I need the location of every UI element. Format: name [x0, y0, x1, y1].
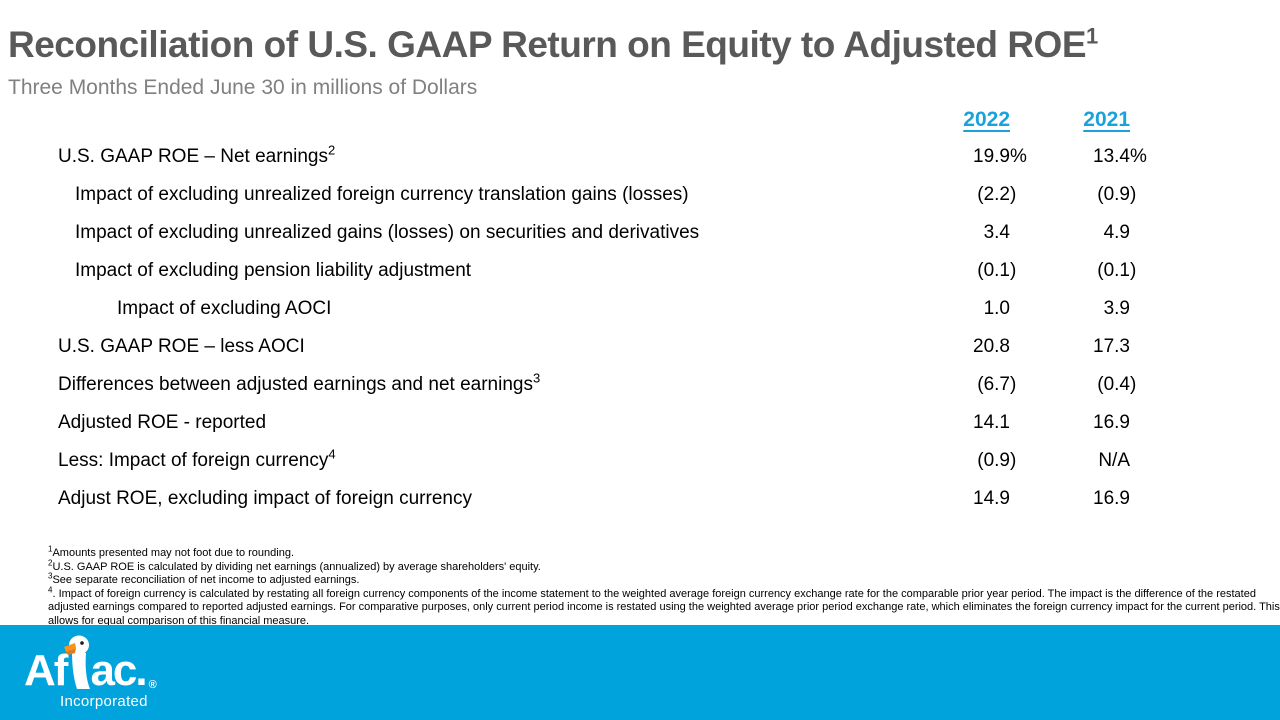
registered-mark: ® — [148, 678, 157, 691]
table-row: U.S. GAAP ROE – less AOCI 20.8 17.3 — [58, 328, 1143, 366]
table-header-row: 2022 2021 — [58, 104, 1143, 136]
column-header-2021: 2021 — [1083, 108, 1130, 131]
value-cell: (0.4) — [1097, 374, 1137, 395]
table-row: Impact of excluding unrealized gains (lo… — [58, 214, 1143, 252]
row-label: U.S. GAAP ROE – Net earnings2 — [58, 142, 336, 167]
row-label: Impact of excluding unrealized gains (lo… — [75, 222, 700, 243]
value-cell: 20.8 — [973, 336, 1010, 357]
footer-bar: Af ac. ® Incorporated — [0, 625, 1280, 720]
row-label: U.S. GAAP ROE – less AOCI — [58, 336, 305, 357]
brand-part2: ac. — [90, 645, 147, 695]
page-subtitle: Three Months Ended June 30 in millions o… — [8, 76, 478, 99]
incorporated-label: Incorporated — [60, 693, 148, 710]
value-cell: 16.9 — [1093, 488, 1130, 509]
table-row: Impact of excluding pension liability ad… — [58, 252, 1143, 290]
value-cell: 16.9 — [1093, 412, 1130, 433]
footnote: 2U.S. GAAP ROE is calculated by dividing… — [48, 557, 541, 573]
footnote: 1Amounts presented may not foot due to r… — [48, 544, 294, 559]
value-cell: (0.9) — [1097, 184, 1137, 205]
value-cell: (2.2) — [977, 184, 1017, 205]
title-footnote-ref: 1 — [1086, 23, 1098, 49]
table-row: Impact of excluding unrealized foreign c… — [58, 176, 1143, 214]
row-label: Adjusted ROE - reported — [58, 412, 267, 433]
row-label: Adjust ROE, excluding impact of foreign … — [58, 488, 472, 509]
table-row: Less: Impact of foreign currency4 (0.9) N/… — [58, 442, 1143, 480]
duck-icon — [64, 635, 91, 689]
value-cell: (0.9) — [977, 450, 1017, 471]
table-rows: U.S. GAAP ROE – Net earnings2 19.9% 13.4% I… — [58, 138, 1147, 518]
row-label: Differences between adjusted earnings an… — [58, 370, 541, 395]
value-cell: 14.9 — [973, 488, 1010, 509]
brand-part1: Af — [24, 645, 68, 695]
aflac-logo: Af ac. ® Incorporated — [24, 635, 157, 710]
value-cell: 1.0 — [983, 298, 1010, 319]
value-cell: 19.9% — [973, 146, 1027, 167]
footnotes: 1Amounts presented may not foot due to r… — [48, 544, 1280, 628]
row-label: Impact of excluding AOCI — [117, 298, 332, 319]
table-row: Adjust ROE, excluding impact of foreign … — [58, 480, 1143, 518]
column-header-2022: 2022 — [963, 108, 1010, 131]
value-cell: 14.1 — [973, 412, 1010, 433]
footnote: 3See separate reconciliation of net inco… — [48, 571, 360, 586]
value-cell: 17.3 — [1093, 336, 1130, 357]
row-label: Impact of excluding unrealized foreign c… — [75, 184, 689, 205]
page-title: Reconciliation of U.S. GAAP Return on Eq… — [8, 23, 1098, 65]
table-row: Differences between adjusted earnings an… — [58, 366, 1143, 404]
value-cell: 13.4% — [1093, 146, 1147, 167]
value-cell: N/A — [1098, 450, 1130, 471]
table-row: Impact of excluding AOCI 1.0 3.9 — [58, 290, 1143, 328]
row-label: Less: Impact of foreign currency4 — [58, 446, 336, 471]
value-cell: (6.7) — [977, 374, 1017, 395]
aflac-wordmark: Af ac. ® — [24, 635, 157, 695]
reconciliation-table: 2022 2021 U.S. GAAP ROE – Net earnings2 1… — [58, 104, 1147, 518]
value-cell: (0.1) — [1097, 260, 1137, 281]
value-cell: 3.9 — [1103, 298, 1130, 319]
footnote: 4. Impact of foreign currency is calcula… — [48, 584, 1280, 627]
row-label: Impact of excluding pension liability ad… — [75, 260, 472, 281]
value-cell: (0.1) — [977, 260, 1017, 281]
value-cell: 3.4 — [983, 222, 1010, 243]
table-row: U.S. GAAP ROE – Net earnings2 19.9% 13.4% — [58, 138, 1147, 176]
value-cell: 4.9 — [1103, 222, 1130, 243]
table-row: Adjusted ROE - reported 14.1 16.9 — [58, 404, 1143, 442]
